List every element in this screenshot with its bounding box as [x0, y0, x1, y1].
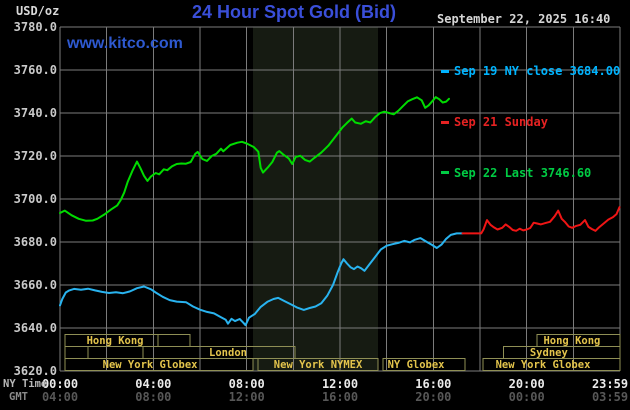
- session-label: Hong Kong: [543, 335, 600, 347]
- x-tick-label-ny: 20:00: [509, 377, 545, 391]
- x-tick-label-ny: 08:00: [229, 377, 265, 391]
- datetime-label: September 22, 2025 16:40: [437, 12, 611, 26]
- legend-dash-icon: [441, 69, 449, 73]
- x-tick-label-ny: 12:00: [322, 377, 358, 391]
- session-label: New York NYMEX: [274, 359, 363, 371]
- session-box: [64, 358, 254, 371]
- x-tick-label-gmt: 16:00: [322, 390, 358, 404]
- legend-label: Sep 21 Sunday: [454, 115, 548, 130]
- session-label: NY Globex: [388, 359, 446, 371]
- legend-item: Sep 19 NY close 3684.00: [441, 64, 621, 79]
- x-tick-label-gmt: 20:00: [415, 390, 451, 404]
- price-line-sep-19-ny-close: [59, 232, 464, 327]
- session-box: [157, 334, 191, 347]
- x-tick-label-gmt: 03:59: [592, 390, 628, 404]
- session-box: [482, 358, 621, 371]
- legend-label: Sep 19 NY close 3684.00: [454, 64, 621, 79]
- y-tick-label: 3640.0: [14, 321, 57, 335]
- x-tick-label-ny: 16:00: [415, 377, 451, 391]
- session-label: Hong Kong: [87, 335, 144, 347]
- x-tick-label-gmt: 00:00: [509, 390, 545, 404]
- session-label: New York Globex: [496, 359, 592, 371]
- session-label: Sydney: [530, 347, 569, 359]
- y-tick-label: 3660.0: [14, 278, 57, 292]
- session-box: [87, 346, 144, 359]
- legend-label: Sep 22 Last 3746.60: [454, 166, 592, 180]
- y-tick-label: 3720.0: [14, 149, 57, 163]
- session-label: New York Globex: [103, 359, 199, 371]
- legend-dash-icon: [441, 171, 449, 175]
- y-tick-label: 3620.0: [14, 364, 57, 378]
- x-tick-label-ny: 23:59: [592, 377, 628, 391]
- y-tick-label: 3680.0: [14, 235, 57, 249]
- x-tick-label-ny: 04:00: [135, 377, 171, 391]
- price-line-sep-21-sunday: [461, 206, 621, 235]
- kitco-watermark: www.kitco.com: [67, 35, 183, 52]
- x-tick-label-gmt: 12:00: [229, 390, 265, 404]
- session-box: [64, 346, 89, 359]
- y-tick-label: 3700.0: [14, 192, 57, 206]
- legend-item: Sep 21 Sunday: [441, 115, 620, 130]
- y-tick-label: 3760.0: [14, 63, 57, 77]
- legend-dash-icon: [441, 120, 449, 124]
- legend: Sep 19 NY close 3684.00 Sep 21 Sunday Se…: [441, 27, 620, 217]
- chart-title: 24 Hour Spot Gold (Bid): [192, 2, 396, 22]
- session-box: [382, 358, 466, 371]
- legend-item: Sep 22 Last 3746.60: [441, 166, 620, 180]
- x-axis-label-gmt: GMT: [9, 391, 28, 403]
- session-label: London: [209, 347, 247, 359]
- x-tick-label-gmt: 08:00: [135, 390, 171, 404]
- x-tick-label-ny: 00:00: [42, 377, 78, 391]
- y-axis-units-label: USD/oz: [16, 4, 60, 18]
- y-tick-label: 3740.0: [14, 106, 57, 120]
- y-tick-label: 3780.0: [14, 20, 57, 34]
- x-axis-label-ny-time: NY Time: [3, 378, 48, 390]
- x-tick-label-gmt: 04:00: [42, 390, 78, 404]
- session-box: [257, 358, 379, 371]
- price-line-sep-22-last: [59, 96, 450, 222]
